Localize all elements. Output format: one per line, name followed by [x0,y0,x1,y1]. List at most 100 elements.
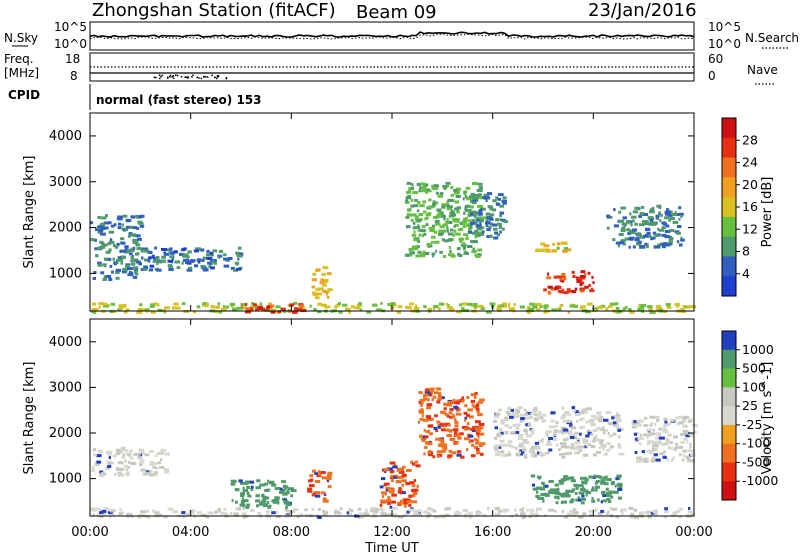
velocity-cell [501,453,507,457]
power-cell [413,306,420,310]
velocity-colorbar-segment [722,481,736,501]
velocity-cell [603,418,609,422]
velocity-cell [643,459,649,463]
velocity-cell [646,458,649,462]
power-cell [187,261,192,265]
velocity-cell [682,429,689,433]
velocity-cell [601,491,605,495]
velocity-cell [633,420,637,424]
velocity-cell [685,434,691,438]
power-cell [411,213,417,217]
velocity-cell [592,439,596,443]
power-cell [477,231,482,235]
power-cell [476,224,481,228]
velocity-cell [561,510,564,514]
power-cell [428,226,435,230]
velocity-cell [238,479,243,483]
power-cell [313,308,317,312]
velocity-cell [413,479,417,483]
velocity-cell [475,428,481,432]
power-cell [419,186,422,190]
power-cell [223,257,229,261]
power-cell [445,203,450,207]
power-cell [447,304,450,308]
power-cell [567,310,571,314]
velocity-cell [413,512,419,516]
velocity-cell [498,445,502,449]
velocity-cell [553,488,560,492]
power-cell [280,307,286,311]
velocity-cell [97,449,103,453]
power-cell [622,216,627,220]
power-cell [655,214,660,218]
power-cell [552,242,556,246]
power-cell [576,278,581,282]
velocity-cell [682,419,687,423]
power-cell [481,230,485,234]
velocity-cell [443,513,450,517]
velocity-cell [451,415,456,419]
velocity-cell [389,490,395,494]
power-cell [358,302,362,306]
power-cell [568,289,571,293]
velocity-cell [479,444,484,447]
power-cell [105,257,112,261]
velocity-cell [438,392,442,396]
velocity-cell [540,487,546,491]
velocity-cell [373,509,379,513]
velocity-cell [127,460,131,464]
power-cell [671,212,678,216]
velocity-cell [365,508,368,512]
power-cell [475,217,481,220]
power-cell [432,215,437,219]
nave-tick-top: 60 [708,52,723,66]
velocity-cell [392,507,398,510]
velocity-cell [137,452,141,456]
power-cell [427,212,432,216]
velocity-cell [574,441,581,445]
power-colorbar-segment [722,236,736,257]
velocity-cell [105,451,108,455]
velocity-cell [109,515,112,519]
velocity-cell [600,416,604,420]
velocity-cell [457,436,462,440]
power-cell [472,198,479,202]
power-cell [485,221,491,225]
velocity-cell [282,492,288,496]
power-cell [416,182,421,186]
power-cell [404,200,410,204]
power-cell [422,251,426,255]
velocity-cell [142,472,146,476]
velocity-cell [245,505,250,509]
power-cell [538,303,542,307]
velocity-cell [312,469,316,473]
power-cell [499,230,502,234]
power-cell [592,307,598,311]
freq-dot [175,74,177,76]
power-cell [150,303,155,307]
velocity-cell [420,408,424,412]
power-cell [118,222,121,226]
power-cell [147,259,151,263]
power-cell [227,257,233,260]
velocity-cell [615,414,621,418]
velocity-cell [381,499,388,503]
velocity-cell [515,427,520,430]
velocity-cell [682,449,687,453]
velocity-cell [663,426,666,430]
power-cell [125,263,131,267]
power-cell [573,304,579,308]
velocity-cell [517,406,521,410]
power-cell [233,268,238,272]
velocity-cell [452,428,459,432]
velocity-cell [454,418,457,422]
velocity-cell [534,447,541,451]
power-cell [294,307,297,311]
velocity-cell [384,482,390,486]
velocity-cell [520,417,525,420]
power-cell [169,247,173,251]
velocity-cell [152,509,156,513]
power-cell [477,248,483,252]
velocity-cell [521,450,525,454]
velocity-cell [611,433,614,437]
